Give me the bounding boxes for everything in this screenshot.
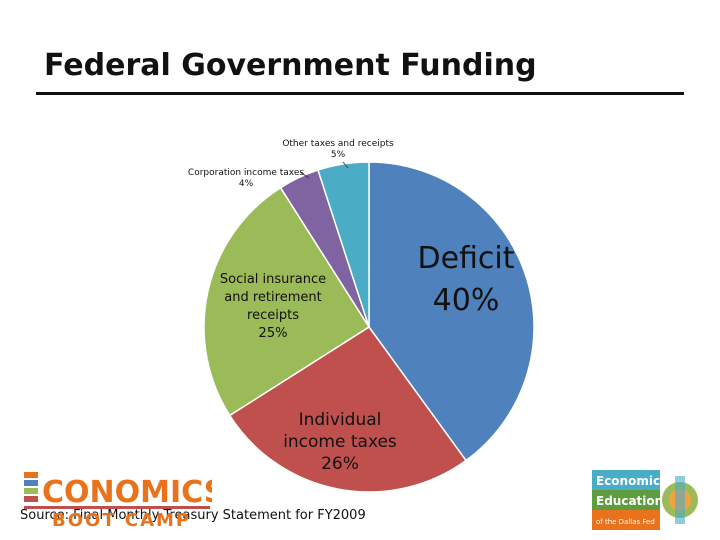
pie-slice-deficit bbox=[368, 161, 535, 462]
economics-bootcamp-logo: CONOMICS BOOT CAMP bbox=[24, 472, 212, 531]
logo-subtitle: BOOT CAMP bbox=[52, 510, 191, 531]
logo-line-2: Education bbox=[596, 494, 663, 508]
leader-line bbox=[299, 171, 310, 179]
dallas-fed-education-logo: Economic Education of the Dallas Fed bbox=[592, 470, 698, 530]
pie-slice-social-insurance-and-retirement-receipts bbox=[203, 186, 371, 417]
data-label-corporation-income-taxes: Corporation income taxes 4% bbox=[188, 168, 304, 189]
data-label-other-taxes-and-receipts: Other taxes and receipts 5% bbox=[282, 139, 394, 160]
logo-wordmark: CONOMICS bbox=[42, 475, 212, 510]
logo-line-3: of the Dallas Fed bbox=[596, 518, 655, 526]
source-note: Source: Final Monthly Treasury Statement… bbox=[20, 508, 366, 523]
title-underline bbox=[36, 92, 684, 95]
logo-line-1: Economic bbox=[596, 474, 660, 488]
data-label-individual-income-taxes: Individual income taxes 26% bbox=[283, 410, 397, 474]
chart-title: Federal Government Funding bbox=[44, 48, 537, 83]
pie-slice-other-taxes-and-receipts bbox=[317, 161, 370, 328]
data-label-deficit: Deficit 40% bbox=[417, 241, 514, 318]
leader-line bbox=[342, 161, 349, 169]
data-label-social-insurance-and-retirement-receipts: Social insurance and retirement receipts 25… bbox=[220, 272, 326, 341]
pie-slice-individual-income-taxes bbox=[228, 325, 468, 493]
